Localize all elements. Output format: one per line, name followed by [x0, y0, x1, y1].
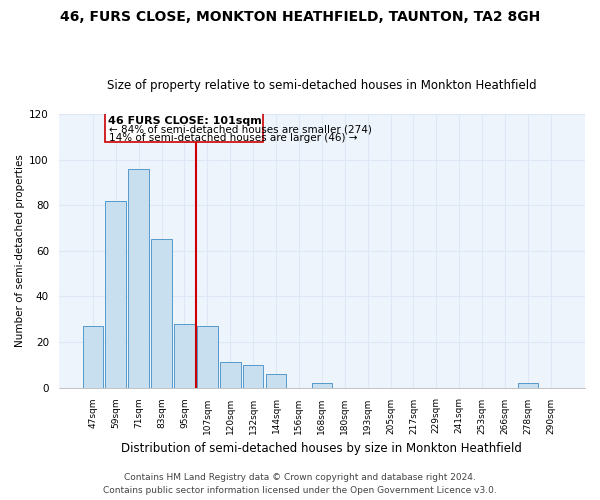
Y-axis label: Number of semi-detached properties: Number of semi-detached properties — [15, 154, 25, 347]
X-axis label: Distribution of semi-detached houses by size in Monkton Heathfield: Distribution of semi-detached houses by … — [121, 442, 522, 455]
Text: 46, FURS CLOSE, MONKTON HEATHFIELD, TAUNTON, TA2 8GH: 46, FURS CLOSE, MONKTON HEATHFIELD, TAUN… — [60, 10, 540, 24]
FancyBboxPatch shape — [106, 113, 263, 142]
Bar — [518, 383, 538, 388]
Text: ← 84% of semi-detached houses are smaller (274): ← 84% of semi-detached houses are smalle… — [109, 124, 372, 134]
Text: 14% of semi-detached houses are larger (46) →: 14% of semi-detached houses are larger (… — [109, 134, 358, 143]
Bar — [83, 326, 103, 388]
Text: Contains HM Land Registry data © Crown copyright and database right 2024.
Contai: Contains HM Land Registry data © Crown c… — [103, 473, 497, 495]
Bar — [311, 383, 332, 388]
Text: 46 FURS CLOSE: 101sqm: 46 FURS CLOSE: 101sqm — [107, 116, 262, 126]
Bar — [197, 326, 218, 388]
Bar — [220, 362, 241, 388]
Bar — [266, 374, 286, 388]
Title: Size of property relative to semi-detached houses in Monkton Heathfield: Size of property relative to semi-detach… — [107, 79, 536, 92]
Bar — [106, 200, 126, 388]
Bar — [243, 365, 263, 388]
Bar — [151, 240, 172, 388]
Bar — [174, 324, 195, 388]
Bar — [128, 168, 149, 388]
